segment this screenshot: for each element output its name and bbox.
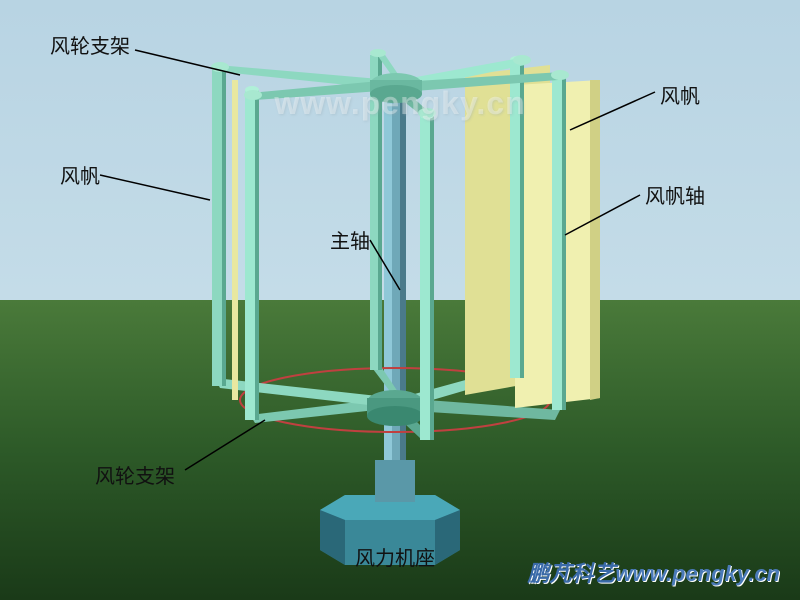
label-base: 风力机座	[355, 542, 435, 571]
label-bottom-left-bracket: 风轮支架	[95, 460, 175, 489]
watermark-bottom: 鹏芃科艺www.pengky.cn	[527, 556, 780, 588]
watermark-brand: 鹏芃科艺	[527, 561, 615, 586]
label-top-left-bracket: 风轮支架	[50, 30, 130, 59]
sail-left-edge	[232, 80, 238, 400]
watermark-center: www.pengky.cn	[274, 85, 525, 122]
label-right-sail: 风帆	[660, 80, 700, 109]
watermark-url: www.pengky.cn	[615, 561, 780, 586]
label-left-sail: 风帆	[60, 160, 100, 189]
label-sail-axis: 风帆轴	[645, 180, 705, 209]
label-main-shaft: 主轴	[330, 225, 370, 254]
